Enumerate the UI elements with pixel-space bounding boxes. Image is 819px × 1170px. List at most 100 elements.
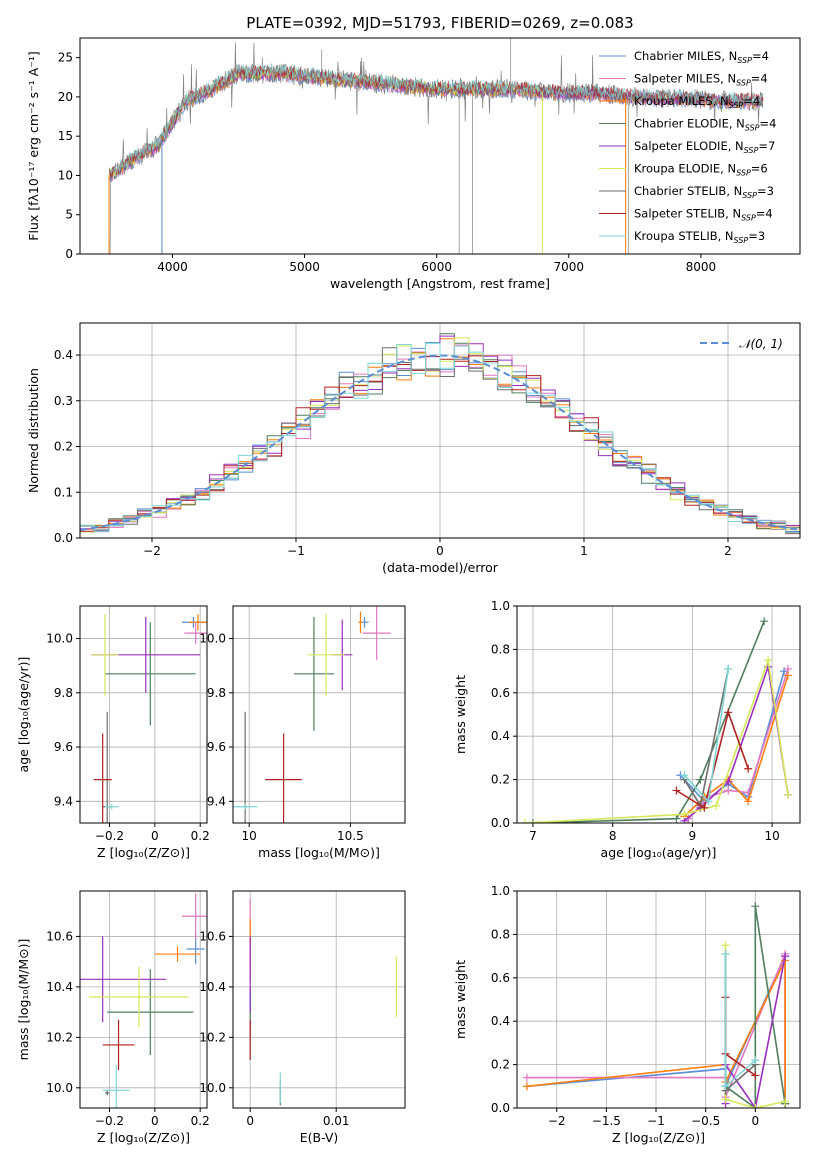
series-line-7 (675, 709, 749, 810)
point (194, 915, 197, 918)
point (144, 654, 147, 656)
axes-residuals: 𝒩(0, 1) −2 −1 0 1 2 0.0 0.1 0.2 0.3 0.4 (data-model… (26, 322, 801, 575)
series-marker (696, 775, 705, 784)
x-tick-label: 8000 (686, 260, 717, 274)
x-tick-label: −1 (287, 544, 305, 558)
series-marker (744, 797, 753, 806)
y-tick-label: 9.8 (54, 686, 73, 700)
y-tick-label: 10 (58, 168, 73, 182)
x-axis-label: mass [log₁₀(M/M⊙)] (258, 845, 380, 860)
x-tick-label: −0.5 (691, 1114, 720, 1128)
axes-age-vs-mass: 10 10.5 9.4 9.6 9.8 10.0 mass [log₁₀(M/M⊙)] (199, 605, 406, 860)
point (325, 654, 327, 656)
y-tick-label: 25 (58, 51, 73, 65)
series-line-3 (725, 906, 786, 1108)
legend-label: Kroupa MILES, NSSP=4 (634, 94, 760, 110)
x-tick-label: −0.2 (95, 1114, 124, 1128)
y-tick-label: 1.0 (491, 884, 510, 898)
series-marker (700, 803, 709, 812)
axes-massweight-vs-Z: −2 −1.5 −1 −0.5 0 0.0 0.2 0.4 0.6 0.8 1.0 Z [log₁₀(… (453, 884, 801, 1145)
chart-title: PLATE=0392, MJD=51793, FIBERID=0269, z=0… (246, 14, 633, 32)
series-marker (764, 656, 773, 665)
point (106, 1092, 109, 1094)
normal-curve (80, 354, 800, 531)
axes-frame (79, 890, 208, 1109)
point (249, 973, 251, 976)
legend-label: Salpeter MILES, NSSP=4 (634, 72, 768, 88)
plot-area-massweight-vs-Z (522, 902, 790, 1108)
axes-frame (232, 605, 406, 824)
legend-label: Chabrier MILES, NSSP=4 (634, 49, 769, 65)
series-marker (784, 790, 793, 799)
x-tick-label: −2 (143, 544, 161, 558)
x-axis-label: Z [log₁₀(Z/Z⊙)] (97, 845, 190, 860)
series-line-8 (724, 953, 756, 1089)
point (149, 1011, 152, 1013)
series-marker (724, 664, 733, 673)
y-tick-label: 9.4 (54, 794, 73, 808)
x-axis-label: Z [log₁₀(Z/Z⊙)] (97, 1130, 190, 1145)
series-marker (781, 952, 790, 961)
x-tick-label: 4000 (157, 260, 188, 274)
series-marker (760, 617, 769, 626)
plot-area-age-vs-Z (91, 614, 207, 823)
series-marker (721, 941, 730, 950)
x-tick-label: 7000 (554, 260, 585, 274)
series-marker (751, 1071, 760, 1080)
y-tick-label: 0.6 (491, 971, 510, 985)
y-tick-label: 9.6 (207, 740, 226, 754)
plot-area-spectrum (106, 38, 764, 254)
series-line-3 (532, 620, 765, 823)
y-tick-label: 10.2 (46, 1030, 73, 1044)
series-marker (528, 819, 537, 823)
point (282, 778, 285, 781)
series-marker (522, 1082, 531, 1091)
point (101, 778, 104, 781)
x-tick-label: −1.5 (592, 1114, 621, 1128)
y-axis-label: mass weight (453, 960, 468, 1039)
y-tick-label: 10.0 (199, 632, 226, 646)
axes-massweight-vs-age: 7 8 9 10 0.0 0.2 0.4 0.6 0.8 1.0 age [log₁₀(age/yr… (453, 599, 801, 860)
y-tick-label: 0.1 (54, 485, 73, 499)
axes-frame (516, 605, 801, 824)
x-axis-label: (data-model)/error (382, 560, 499, 575)
residual-histogram-6 (80, 347, 800, 534)
y-tick-label: 0.0 (54, 531, 73, 545)
x-tick-label: −2 (548, 1114, 566, 1128)
x-axis-label: Z [log₁₀(Z/Z⊙)] (612, 1130, 705, 1145)
point (115, 1089, 118, 1092)
y-tick-label: 0.2 (54, 440, 73, 454)
legend: Chabrier MILES, NSSP=4 Salpeter MILES, NS… (599, 49, 776, 245)
axes-frame (79, 37, 801, 255)
y-tick-label: 10.0 (199, 1081, 226, 1095)
point (249, 1039, 251, 1041)
y-tick-label: 0.4 (491, 729, 510, 743)
axes-frame (79, 605, 208, 824)
point (176, 953, 179, 955)
legend-label: Chabrier STELIB, NSSP=3 (634, 184, 774, 200)
y-tick-label: 0.2 (491, 773, 510, 787)
y-tick-label: 10.6 (199, 929, 226, 943)
series-marker (680, 771, 689, 780)
x-tick-label: 6000 (421, 260, 452, 274)
x-axis-label: wavelength [Angstrom, rest frame] (330, 276, 550, 291)
y-tick-label: 10.6 (46, 929, 73, 943)
plot-area-mass-vs-Z (80, 893, 207, 1108)
point (197, 621, 199, 624)
legend: 𝒩(0, 1) (700, 337, 783, 351)
y-tick-label: 9.8 (207, 686, 226, 700)
legend-label: Chabrier ELODIE, NSSP=4 (634, 117, 776, 133)
point (279, 1087, 282, 1089)
y-tick-label: 0.8 (491, 927, 510, 941)
x-tick-label: 1 (580, 544, 588, 558)
series-marker (721, 1082, 730, 1091)
x-tick-label: 0 (151, 829, 159, 843)
x-tick-label: −0.2 (95, 829, 124, 843)
x-tick-label: 0.2 (191, 1114, 210, 1128)
axes-ebv: 0 0.01 10.0 10.2 10.4 10.6 E(B-V) (199, 890, 406, 1145)
plot-area-age-vs-mass (233, 606, 391, 823)
series-marker (680, 810, 689, 819)
series-marker (744, 764, 753, 773)
x-axis-label: E(B-V) (300, 1130, 339, 1145)
series-marker (672, 786, 681, 795)
